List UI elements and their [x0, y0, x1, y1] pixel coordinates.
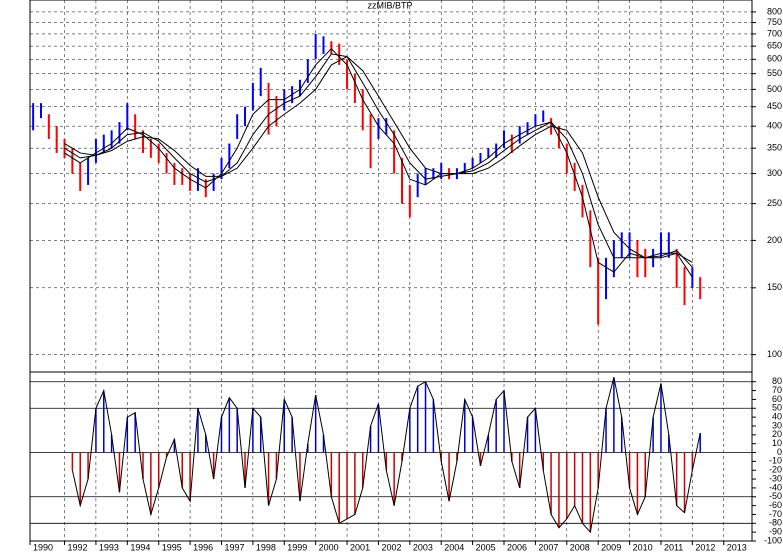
y-tick-label: 350 — [767, 143, 782, 153]
y-tick-label: -10 — [769, 456, 782, 466]
y-tick-label: -90 — [769, 527, 782, 537]
y-tick-label: 250 — [767, 198, 782, 208]
price-frame — [29, 0, 753, 373]
x-tick-label: 1999 — [287, 542, 307, 552]
y-tick-label: 550 — [767, 68, 782, 78]
x-tick-label: 1997 — [224, 542, 244, 552]
y-tick-label: -40 — [769, 482, 782, 492]
x-tick-label: 2009 — [601, 542, 621, 552]
y-tick-label: 150 — [767, 282, 782, 292]
x-tick-label: 2006 — [507, 542, 527, 552]
y-tick-label: 50 — [772, 403, 782, 413]
y-tick-label: 400 — [767, 121, 782, 131]
y-tick-label: 60 — [772, 394, 782, 404]
x-tick-label: 1993 — [99, 542, 119, 552]
y-tick-label: -30 — [769, 473, 782, 483]
y-tick-label: 100 — [767, 349, 782, 359]
x-tick-label: 1990 — [33, 542, 53, 552]
x-tick-label: 2004 — [444, 542, 464, 552]
moving-average — [64, 47, 693, 278]
y-tick-label: 70 — [772, 385, 782, 395]
y-tick-label: 300 — [767, 168, 782, 178]
x-tick-label: 2010 — [633, 542, 653, 552]
x-tick-label: 1998 — [256, 542, 276, 552]
y-tick-label: -20 — [769, 465, 782, 475]
oscillator-envelope — [71, 377, 701, 534]
y-tick-label: 40 — [772, 412, 782, 422]
y-tick-label: 500 — [767, 84, 782, 94]
y-tick-label: 20 — [772, 429, 782, 439]
moving-average — [64, 56, 693, 263]
x-tick-label: 2011 — [664, 542, 683, 552]
x-tick-label: 2005 — [476, 542, 496, 552]
y-tick-label: 10 — [772, 438, 782, 448]
y-tick-label: 650 — [767, 41, 782, 51]
y-tick-label: 450 — [767, 101, 782, 111]
x-tick-label: 2001 — [350, 542, 370, 552]
moving-average — [64, 53, 693, 268]
y-tick-label: -100 — [764, 535, 782, 545]
y-tick-label: 0 — [777, 447, 782, 457]
x-tick-label: 1992 — [68, 542, 88, 552]
x-tick-label: 2003 — [413, 542, 433, 552]
x-tick-label: 1996 — [193, 542, 213, 552]
y-tick-label: 600 — [767, 54, 782, 64]
y-tick-label: -70 — [769, 509, 782, 519]
y-tick-label: 30 — [772, 420, 782, 430]
x-tick-label: 2000 — [319, 542, 339, 552]
x-tick-label: 2008 — [570, 542, 590, 552]
x-tick-label: 2012 — [695, 542, 715, 552]
x-tick-label: 2007 — [538, 542, 558, 552]
y-tick-label: 200 — [767, 235, 782, 245]
y-tick-label: -60 — [769, 500, 782, 510]
y-tick-label: 80 — [772, 376, 782, 386]
y-tick-label: 750 — [767, 17, 782, 27]
x-tick-label: 2013 — [727, 542, 747, 552]
y-tick-label: 700 — [767, 28, 782, 38]
x-tick-label: 1994 — [130, 542, 150, 552]
y-tick-label: -80 — [769, 518, 782, 528]
x-tick-label: 2002 — [381, 542, 401, 552]
chart-title: zzMIB/BTP — [367, 0, 412, 10]
y-tick-label: -50 — [769, 491, 782, 501]
x-tick-label: 1995 — [162, 542, 182, 552]
y-tick-label: 800 — [767, 6, 782, 16]
